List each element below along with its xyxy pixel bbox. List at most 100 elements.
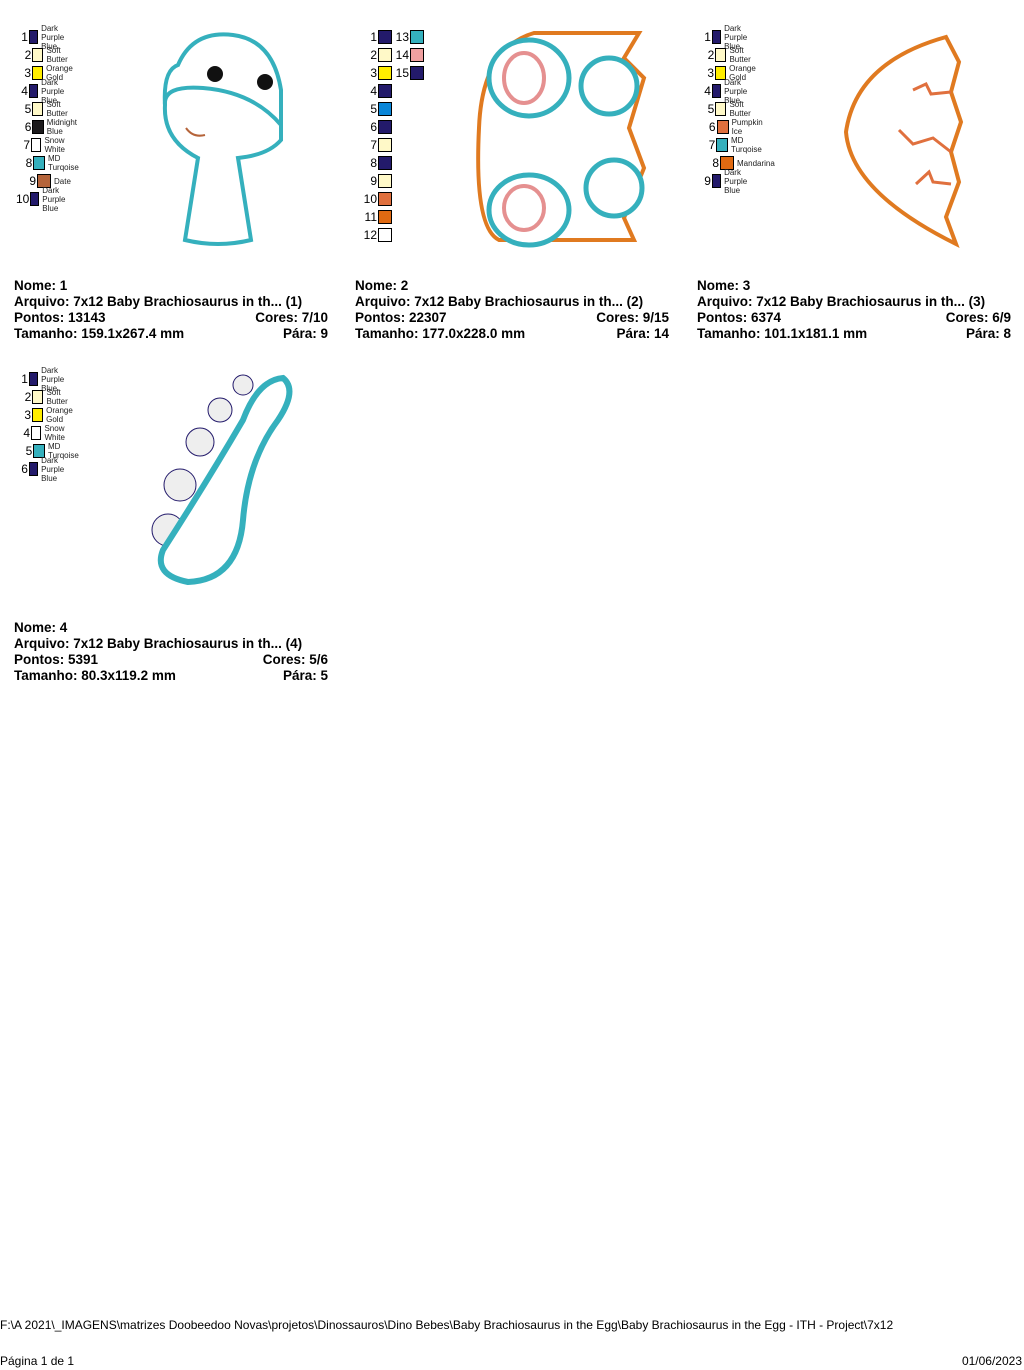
color-swatch <box>410 66 424 80</box>
color-legend-item: 5 Soft Butter <box>699 100 758 118</box>
stop-count: Pára: 8 <box>965 326 1011 341</box>
color-legend-item: 3 Orange Gold <box>16 406 81 424</box>
design-file: Arquivo: 7x12 Baby Brachiosaurus in th..… <box>355 294 644 309</box>
color-name: Dark Purple Blue <box>724 167 748 195</box>
stop-count: Pára: 5 <box>282 668 328 683</box>
color-swatch <box>378 120 392 134</box>
color-legend-item: 7 MD Turqoise <box>699 136 768 154</box>
color-legend-item: 6 Dark Purple Blue <box>16 456 77 483</box>
design-info: Nome: 3 Arquivo: 7x12 Baby Brachiosaurus… <box>697 278 1011 342</box>
color-legend-item: 3 <box>357 64 392 82</box>
color-swatch <box>410 30 424 44</box>
color-name: Dark Purple Blue <box>724 23 748 51</box>
color-index: 8 <box>25 156 33 170</box>
color-legend-item: 6 Midnight Blue <box>16 118 84 136</box>
color-swatch <box>720 156 734 170</box>
color-name: Snow White <box>44 424 65 442</box>
color-swatch <box>28 30 39 44</box>
design-info: Nome: 1 Arquivo: 7x12 Baby Brachiosaurus… <box>14 278 328 342</box>
color-legend-item: 8 <box>357 154 392 172</box>
stitch-count: Pontos: 13143 <box>14 310 106 325</box>
color-swatch <box>378 84 392 98</box>
color-index: 4 <box>370 84 377 98</box>
stop-count: Pára: 14 <box>616 326 669 341</box>
color-name: Dark Purple Blue <box>41 365 65 393</box>
color-index: 3 <box>24 408 32 422</box>
color-index: 5 <box>707 102 715 116</box>
color-index: 8 <box>712 156 719 170</box>
color-legend-item: 10 <box>357 190 392 208</box>
color-index: 2 <box>24 390 32 404</box>
design-preview-egg <box>476 31 647 248</box>
design-preview-eggshell <box>843 34 964 249</box>
color-index: 9 <box>29 174 36 188</box>
color-swatch <box>32 408 44 422</box>
color-index: 7 <box>23 138 31 152</box>
color-legend-item: 5 MD Turqoise <box>16 442 85 460</box>
color-legend-item: 12 <box>357 226 392 244</box>
color-legend-item: 7 Snow White <box>16 136 74 154</box>
color-name: Soft Butter <box>729 46 751 64</box>
color-swatch <box>711 84 722 98</box>
color-count: Cores: 9/15 <box>596 310 669 325</box>
design-size: Tamanho: 159.1x267.4 mm <box>14 326 185 341</box>
color-index: 3 <box>370 66 377 80</box>
color-index: 1 <box>21 30 28 44</box>
color-legend-item: 3 Orange Gold <box>16 64 81 82</box>
color-swatch <box>33 444 45 458</box>
color-index: 2 <box>707 48 715 62</box>
color-index: 9 <box>704 174 711 188</box>
color-index: 3 <box>707 66 715 80</box>
color-swatch <box>378 210 392 224</box>
color-name: Snow White <box>44 136 65 154</box>
color-swatch <box>378 102 392 116</box>
color-legend-item: 9 <box>357 172 392 190</box>
color-legend-item: 9 Dark Purple Blue <box>699 168 760 195</box>
color-swatch <box>28 462 39 476</box>
color-legend-item: 4 Snow White <box>16 424 74 442</box>
color-name: Orange Gold <box>46 64 73 82</box>
color-swatch <box>28 84 39 98</box>
design-file: Arquivo: 7x12 Baby Brachiosaurus in th..… <box>697 294 986 309</box>
design-size: Tamanho: 80.3x119.2 mm <box>14 668 176 683</box>
color-swatch <box>715 66 727 80</box>
color-index: 5 <box>25 444 33 458</box>
color-legend-item: 9 Date <box>16 172 71 190</box>
color-name: Orange Gold <box>46 406 73 424</box>
color-swatch <box>716 120 729 134</box>
color-legend-item: 8 MD Turqoise <box>16 154 85 172</box>
color-index: 13 <box>395 30 409 44</box>
color-index: 6 <box>24 120 32 134</box>
color-swatch <box>32 120 44 134</box>
color-index: 6 <box>708 120 716 134</box>
color-index: 9 <box>370 174 377 188</box>
design-name: Nome: 2 <box>355 278 409 293</box>
color-legend-item: 4 Dark Purple Blue <box>699 78 760 105</box>
color-swatch <box>378 192 392 206</box>
color-name: Soft Butter <box>729 100 751 118</box>
color-swatch <box>410 48 424 62</box>
stop-count: Pára: 9 <box>282 326 328 341</box>
color-swatch <box>378 156 392 170</box>
design-1: 1 Dark Purple Blue 2 Soft Butter 3 Orange Gol… <box>8 22 338 342</box>
color-legend-item: 2 <box>357 46 392 64</box>
color-swatch <box>32 390 44 404</box>
color-swatch <box>30 192 40 206</box>
color-index: 11 <box>364 210 377 224</box>
color-swatch <box>31 426 42 440</box>
color-index: 10 <box>363 192 377 206</box>
color-index: 2 <box>370 48 377 62</box>
color-name: MD Turqoise <box>48 154 79 172</box>
color-count: Cores: 6/9 <box>945 310 1011 325</box>
color-name: Pumpkin Ice <box>731 118 763 136</box>
color-index: 6 <box>21 462 28 476</box>
color-name: Dark Purple Blue <box>724 77 748 105</box>
color-name: Midnight Blue <box>46 118 77 136</box>
footer-path: F:\A 2021\_IMAGENS\matrizes Doobeedoo No… <box>0 1318 894 1332</box>
color-swatch <box>31 138 42 152</box>
color-legend-item: 6 Pumpkin Ice <box>699 118 768 136</box>
color-legend-item: 14 <box>389 46 424 64</box>
color-swatch <box>33 156 45 170</box>
design-info: Nome: 4 Arquivo: 7x12 Baby Brachiosaurus… <box>14 620 328 684</box>
color-index: 10 <box>16 192 30 206</box>
